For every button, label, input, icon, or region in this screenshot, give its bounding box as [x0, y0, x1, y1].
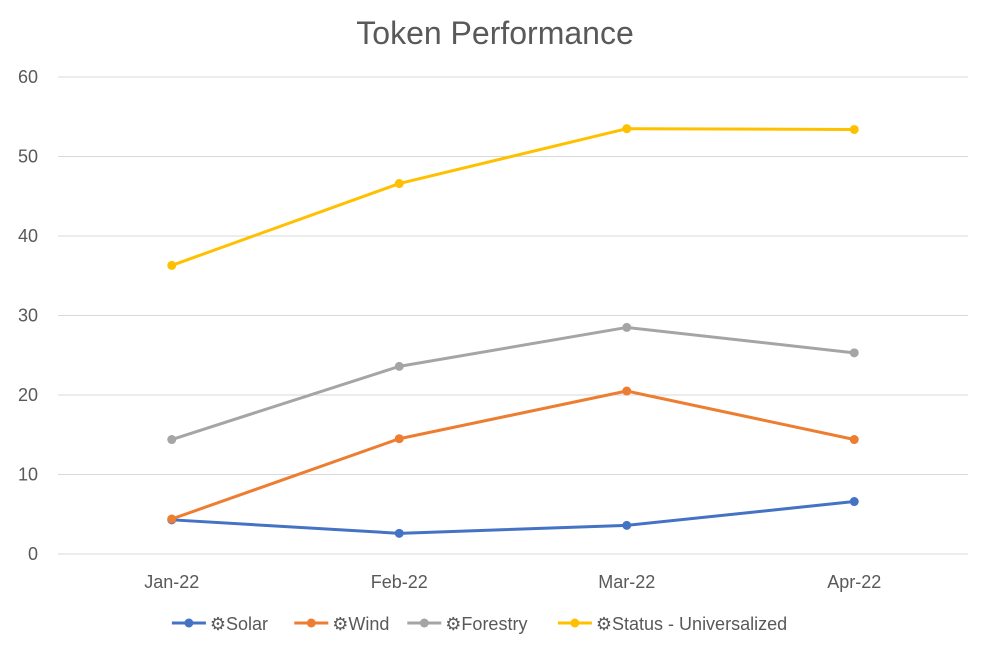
data-point — [622, 520, 632, 530]
y-tick-label: 60 — [18, 67, 38, 87]
data-point — [394, 179, 404, 189]
legend-marker — [419, 618, 429, 628]
series-wind — [167, 386, 859, 524]
x-tick-label: Jan-22 — [144, 572, 199, 592]
data-point — [167, 514, 177, 524]
data-point — [394, 361, 404, 371]
series-line — [170, 389, 856, 521]
data-point — [622, 386, 632, 396]
legend-marker — [306, 618, 316, 628]
x-axis: Jan-22 Feb-22 Mar-22 Apr-22 — [144, 572, 881, 592]
data-point — [622, 124, 632, 134]
series-status-universalized — [167, 124, 859, 270]
x-tick-label: Feb-22 — [371, 572, 428, 592]
y-tick-label: 10 — [18, 465, 38, 485]
data-point — [849, 348, 859, 358]
data-point — [394, 528, 404, 538]
data-point — [849, 124, 859, 134]
series-line — [170, 127, 856, 267]
legend-marker — [184, 618, 194, 628]
series-group — [167, 124, 859, 538]
legend: ⚙Solar ⚙Wind ⚙Forestry ⚙Status - Universali… — [171, 614, 787, 634]
legend-label: ⚙Forestry — [445, 614, 527, 634]
data-point — [394, 434, 404, 444]
data-point — [622, 322, 632, 332]
series-line — [170, 325, 856, 442]
data-point — [167, 435, 177, 445]
series-line — [170, 500, 856, 535]
legend-item: ⚙Wind — [294, 614, 389, 634]
legend-label: ⚙Wind — [332, 614, 389, 634]
legend-item: ⚙Status - Universalized — [557, 614, 787, 634]
series-solar — [167, 497, 859, 538]
y-axis: 0 10 20 30 40 50 60 — [18, 67, 38, 564]
x-tick-label: Mar-22 — [598, 572, 655, 592]
legend-marker — [570, 618, 580, 628]
gridlines — [58, 76, 968, 555]
x-tick-label: Apr-22 — [827, 572, 881, 592]
chart-title: Token Performance — [356, 15, 633, 51]
y-tick-label: 0 — [28, 544, 38, 564]
legend-item: ⚙Forestry — [407, 614, 527, 634]
data-point — [849, 497, 859, 507]
series-forestry — [167, 322, 859, 445]
y-tick-label: 50 — [18, 147, 38, 167]
legend-label: ⚙Solar — [210, 614, 268, 634]
y-tick-label: 30 — [18, 306, 38, 326]
y-tick-label: 40 — [18, 226, 38, 246]
legend-label: ⚙Status - Universalized — [596, 614, 787, 634]
data-point — [849, 435, 859, 445]
y-tick-label: 20 — [18, 385, 38, 405]
legend-item: ⚙Solar — [171, 614, 268, 634]
data-point — [167, 260, 177, 270]
